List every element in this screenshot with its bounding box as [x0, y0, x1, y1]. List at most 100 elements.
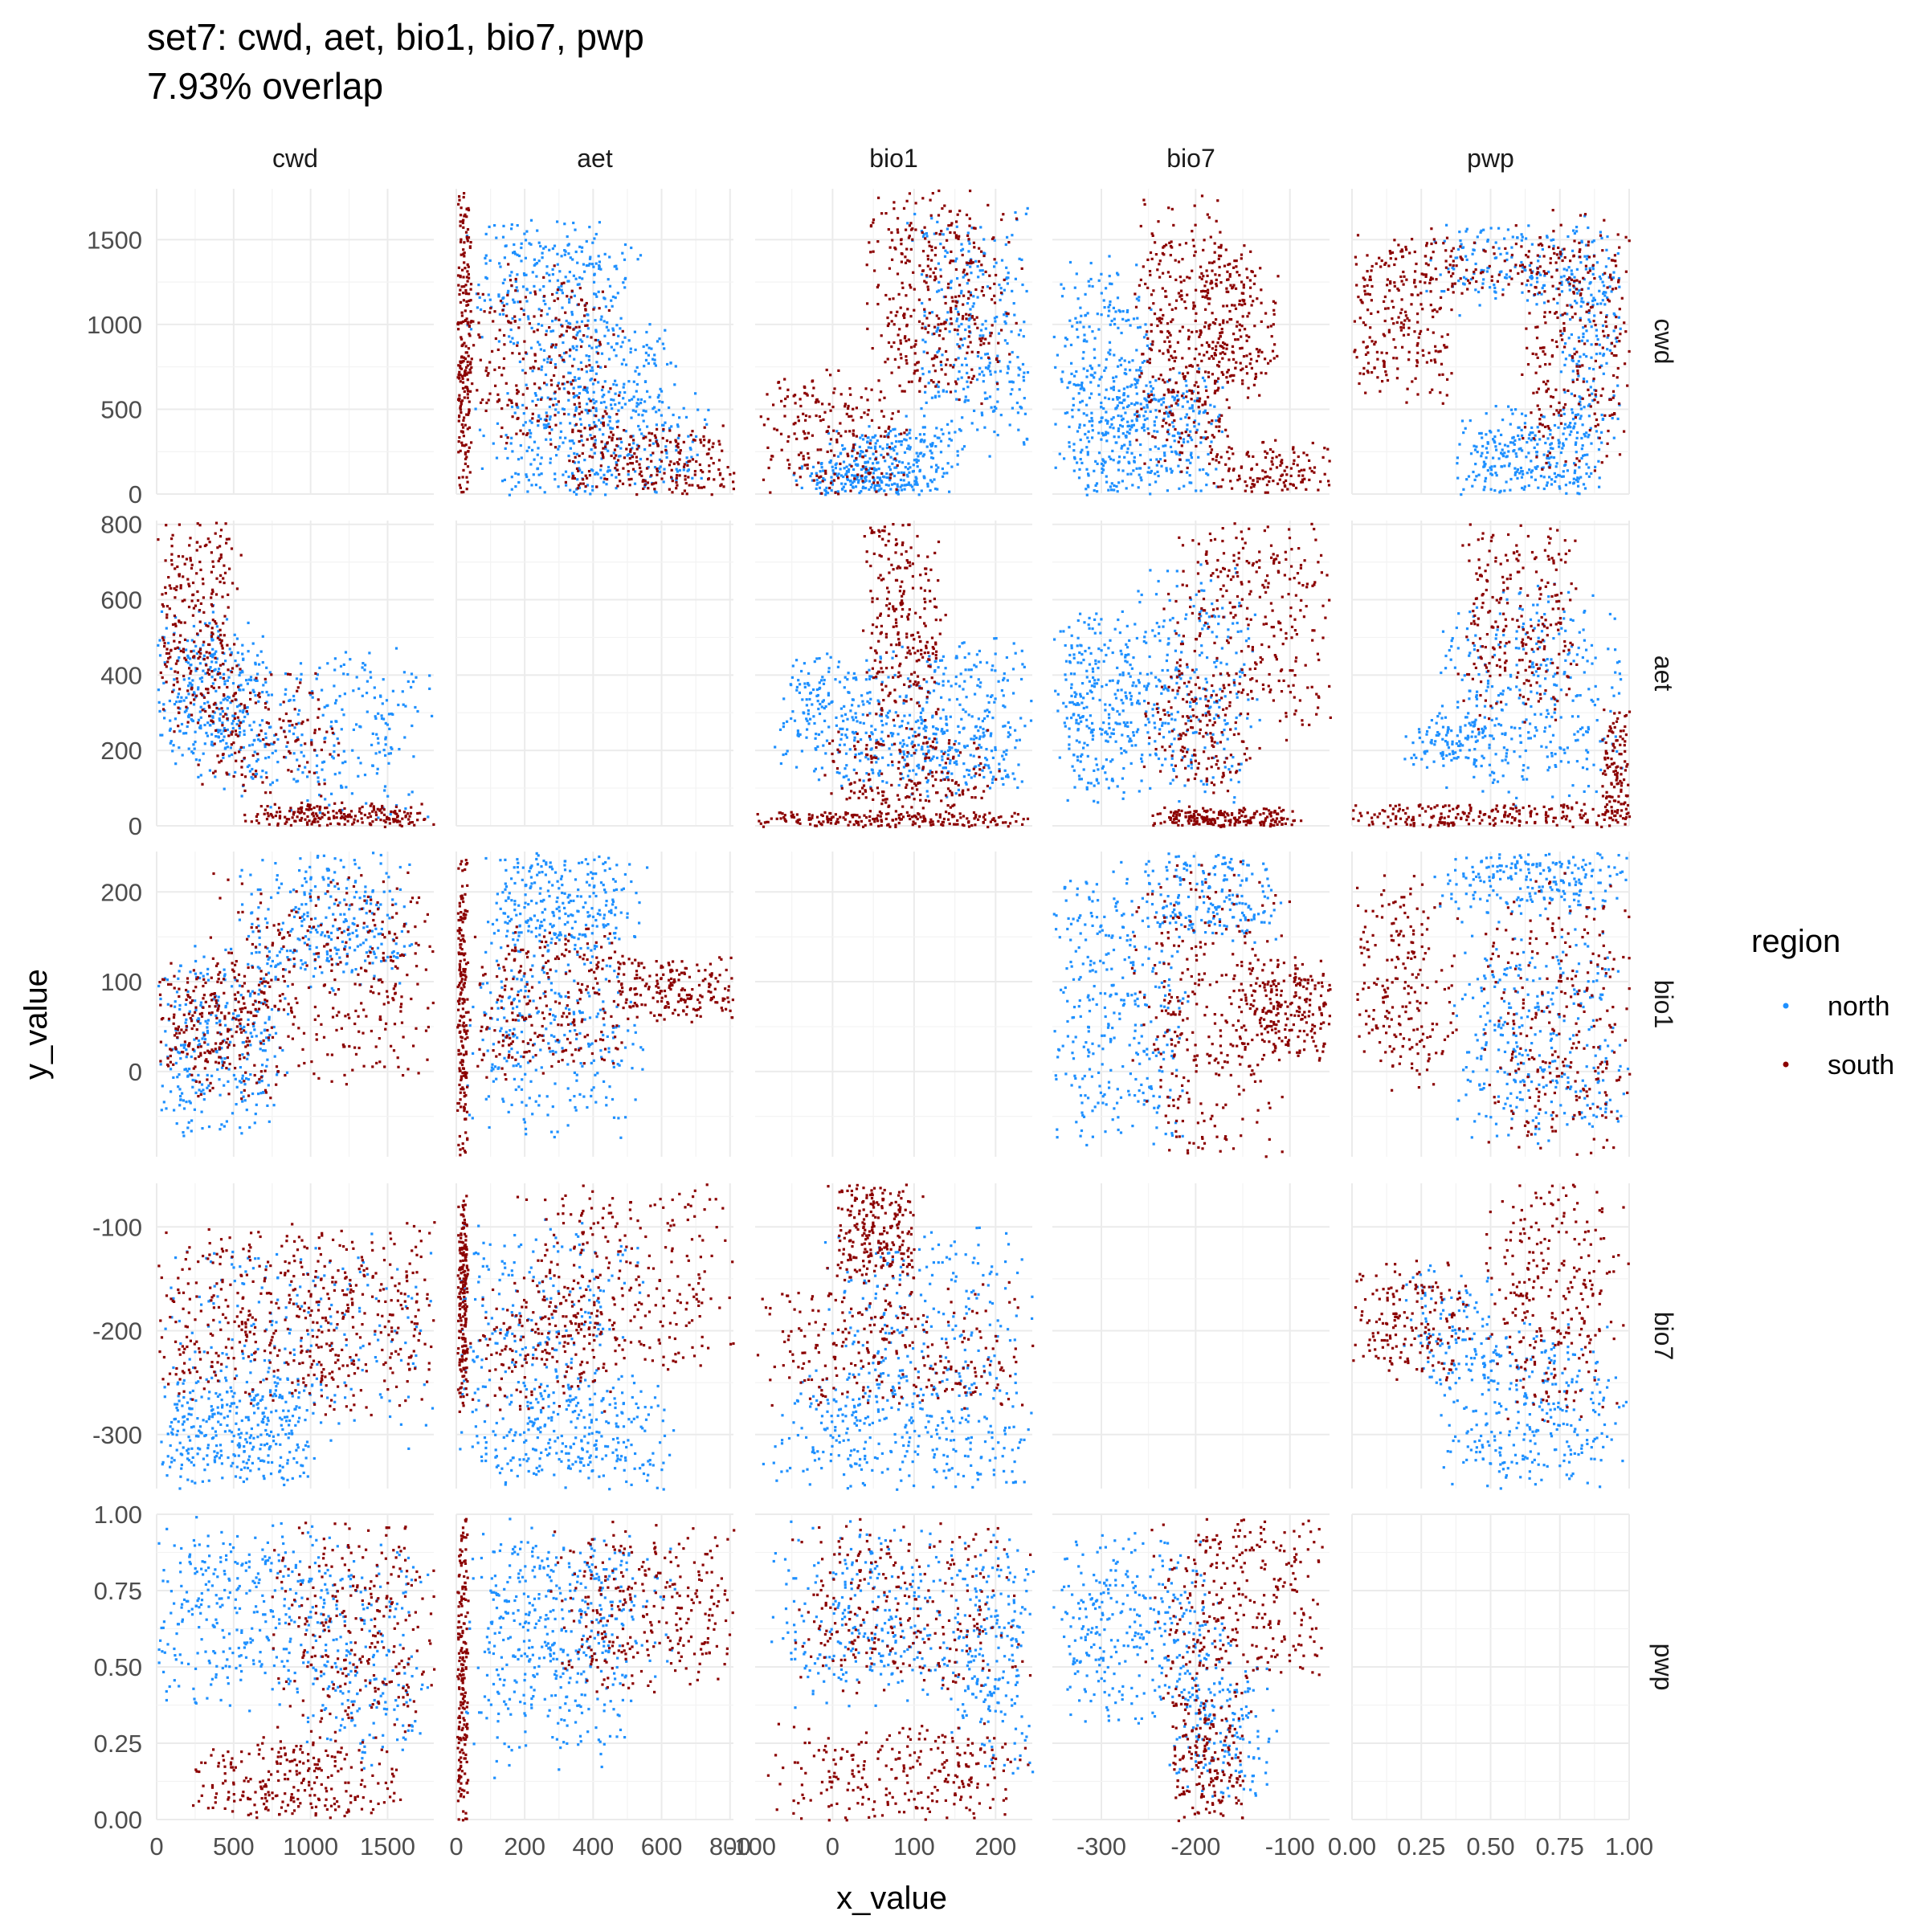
- scatter-point: [1416, 293, 1419, 296]
- scatter-point: [940, 363, 943, 366]
- scatter-point: [700, 486, 703, 489]
- scatter-point: [950, 439, 953, 442]
- scatter-point: [839, 422, 842, 425]
- scatter-point: [577, 303, 580, 306]
- scatter-point: [693, 439, 696, 442]
- scatter-point: [928, 298, 931, 301]
- scatter-point: [1195, 381, 1198, 384]
- scatter-point: [1445, 236, 1449, 239]
- scatter-point: [1138, 325, 1142, 329]
- scatter-point: [717, 439, 721, 443]
- scatter-point: [1024, 212, 1027, 215]
- scatter-point: [984, 397, 987, 400]
- scatter-point: [1086, 312, 1089, 315]
- scatter-point: [585, 264, 588, 268]
- scatter-point: [1521, 412, 1524, 415]
- scatter-point: [1157, 474, 1160, 478]
- scatter-point: [1068, 319, 1072, 322]
- scatter-point: [793, 432, 796, 435]
- scatter-point: [1193, 399, 1196, 402]
- scatter-point: [466, 237, 469, 240]
- scatter-point: [1211, 434, 1214, 437]
- scatter-point: [578, 467, 581, 470]
- scatter-point: [1551, 209, 1554, 212]
- scatter-point: [466, 388, 469, 391]
- scatter-point: [585, 389, 589, 392]
- scatter-point: [595, 361, 598, 364]
- scatter-point: [1595, 430, 1599, 433]
- scatter-point: [506, 292, 509, 295]
- scatter-point: [1175, 452, 1178, 455]
- scatter-point: [825, 486, 828, 489]
- scatter-point: [1376, 376, 1379, 379]
- scatter-point: [984, 327, 987, 330]
- scatter-point: [1445, 223, 1448, 227]
- scatter-point: [872, 452, 875, 455]
- scatter-point: [504, 447, 507, 450]
- scatter-point: [1199, 441, 1203, 444]
- scatter-point: [1434, 268, 1437, 271]
- scatter-point: [679, 449, 682, 452]
- scatter-point: [602, 421, 605, 424]
- scatter-point: [1101, 467, 1104, 471]
- scatter-point: [616, 459, 620, 462]
- scatter-point: [1064, 411, 1067, 415]
- scatter-point: [966, 302, 970, 305]
- scatter-point: [1167, 432, 1170, 435]
- scatter-point: [1025, 437, 1028, 440]
- scatter-point: [590, 437, 594, 440]
- scatter-point: [1076, 461, 1079, 464]
- scatter-point: [1363, 278, 1366, 281]
- scatter-point: [1244, 328, 1247, 331]
- scatter-point: [953, 231, 956, 235]
- scatter-point: [561, 306, 564, 309]
- scatter-point: [1559, 313, 1562, 317]
- scatter-point: [464, 370, 467, 374]
- scatter-point: [1429, 259, 1432, 262]
- scatter-point: [1538, 418, 1542, 421]
- scatter-point: [1252, 479, 1255, 482]
- scatter-point: [960, 243, 963, 246]
- scatter-point: [623, 358, 626, 361]
- scatter-point: [1552, 230, 1555, 233]
- scatter-point: [532, 473, 535, 476]
- scatter-point: [946, 358, 949, 361]
- scatter-point: [1561, 332, 1564, 336]
- scatter-point: [1177, 432, 1180, 435]
- scatter-point: [1163, 459, 1166, 463]
- scatter-point: [1600, 431, 1603, 434]
- scatter-point: [1538, 272, 1541, 275]
- scatter-point: [1444, 346, 1447, 349]
- scatter-point: [1425, 242, 1428, 245]
- scatter-point: [1407, 358, 1411, 361]
- scatter-point: [775, 428, 778, 431]
- scatter-point: [1220, 331, 1224, 334]
- scatter-point: [592, 421, 596, 424]
- scatter-point: [1393, 263, 1396, 267]
- scatter-point: [950, 296, 954, 299]
- scatter-point: [661, 401, 664, 404]
- scatter-point: [560, 284, 563, 288]
- scatter-point: [960, 322, 963, 326]
- scatter-point: [641, 414, 644, 417]
- scatter-point: [844, 473, 848, 476]
- scatter-point: [980, 250, 983, 253]
- scatter-point: [905, 228, 908, 231]
- scatter-point: [1256, 477, 1259, 480]
- scatter-point: [467, 347, 471, 350]
- scatter-point: [459, 220, 462, 223]
- scatter-point: [644, 410, 647, 413]
- scatter-point: [590, 366, 594, 370]
- scatter-point: [1552, 247, 1555, 251]
- scatter-point: [1362, 366, 1366, 370]
- scatter-point: [1547, 450, 1550, 453]
- scatter-point: [630, 477, 633, 480]
- scatter-point: [1165, 243, 1168, 247]
- scatter-point: [718, 443, 721, 446]
- scatter-point: [933, 325, 937, 329]
- scatter-point: [463, 390, 466, 393]
- scatter-point: [794, 479, 798, 482]
- scatter-point: [868, 241, 871, 244]
- scatter-point: [1075, 272, 1078, 276]
- scatter-point: [642, 479, 645, 482]
